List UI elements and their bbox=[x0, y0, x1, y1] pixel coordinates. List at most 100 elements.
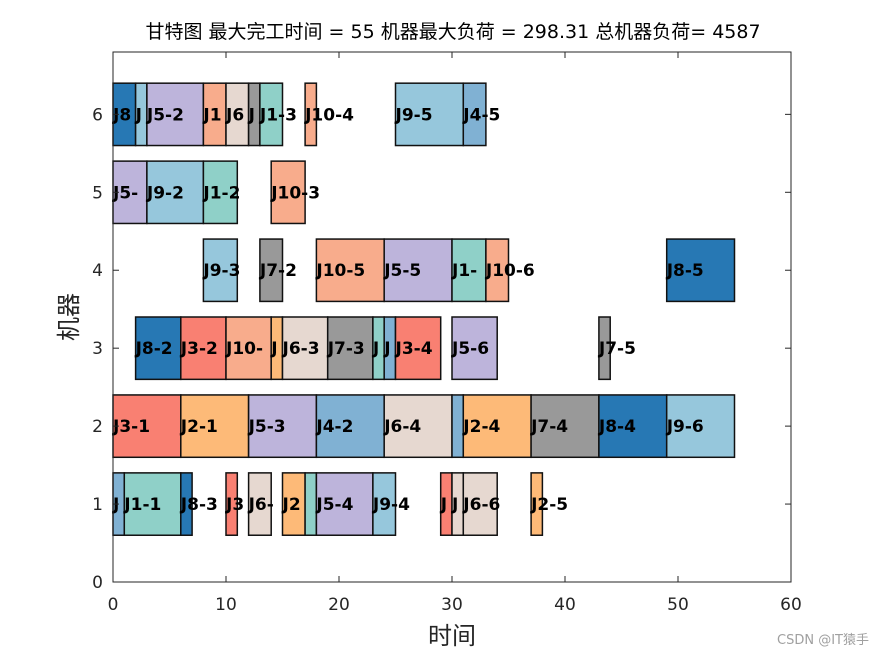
task-bar bbox=[530, 394, 600, 459]
task-label: J4-2 bbox=[315, 417, 353, 437]
task-label: J bbox=[451, 495, 458, 515]
task-label: J5-4 bbox=[315, 495, 353, 515]
x-tick-label: 30 bbox=[441, 595, 463, 615]
task-label: J bbox=[112, 495, 119, 515]
x-axis-title: 时间 bbox=[428, 622, 476, 650]
task-bar bbox=[462, 394, 532, 459]
task-label: J6-3 bbox=[282, 339, 320, 359]
task-bar bbox=[304, 82, 318, 147]
task-label: J5- bbox=[112, 183, 138, 203]
task-label: J9-4 bbox=[372, 495, 410, 515]
task-bar bbox=[259, 82, 284, 147]
task-label: J10- bbox=[225, 339, 263, 359]
task-bar bbox=[202, 238, 239, 303]
task-bar bbox=[485, 238, 510, 303]
task-bar bbox=[462, 472, 498, 536]
task-label: J8 bbox=[112, 105, 131, 125]
task-bar bbox=[394, 316, 442, 381]
task-label: J bbox=[135, 105, 142, 125]
task-label: J7-4 bbox=[530, 417, 568, 437]
task-label: J3-2 bbox=[180, 339, 218, 359]
task-bar bbox=[270, 160, 306, 225]
y-axis-title: 机器 bbox=[55, 293, 83, 341]
task-label: J5-6 bbox=[451, 339, 489, 359]
task-bar bbox=[112, 394, 182, 459]
task-label: J bbox=[248, 105, 255, 125]
task-label: J6 bbox=[225, 105, 244, 125]
task-label: J1-1 bbox=[123, 495, 161, 515]
x-tick-label: 0 bbox=[108, 595, 119, 615]
gantt-bars: J J1-1 J8-3 J3 J6- J2 J5-4 J9-4 J J J6-6 J2-5J3-1 J2… bbox=[112, 82, 736, 536]
task-label: J6-6 bbox=[462, 495, 500, 515]
y-tick-label: 2 bbox=[92, 417, 103, 437]
task-bar bbox=[281, 316, 329, 381]
task-label: J10-6 bbox=[485, 261, 535, 281]
task-label: J5-5 bbox=[383, 261, 421, 281]
task-bar bbox=[462, 82, 487, 147]
y-tick-label: 0 bbox=[92, 573, 103, 593]
task-label: J10-5 bbox=[315, 261, 365, 281]
task-label: J6-4 bbox=[383, 417, 421, 437]
task-label: J9-2 bbox=[146, 183, 184, 203]
task-bar bbox=[665, 238, 736, 303]
task-label: J bbox=[270, 339, 277, 359]
y-tick-label: 5 bbox=[92, 183, 103, 203]
task-bar bbox=[451, 238, 487, 303]
task-label: J1 bbox=[202, 105, 221, 125]
task-bar bbox=[451, 394, 465, 459]
task-label: J2 bbox=[282, 495, 301, 515]
task-label: J9-5 bbox=[395, 105, 433, 125]
task-label: J7-2 bbox=[259, 261, 297, 281]
task-label: J8-5 bbox=[666, 261, 704, 281]
task-bar bbox=[225, 472, 239, 536]
y-tick-label: 4 bbox=[92, 261, 103, 281]
task-label: J8-2 bbox=[135, 339, 173, 359]
chart-title: 甘特图 最大完工时间 = 55 机器最大负荷 = 298.31 总机器负荷= 4… bbox=[145, 21, 760, 43]
task-label: J2-4 bbox=[462, 417, 500, 437]
task-label: J9-6 bbox=[666, 417, 704, 437]
task-bar bbox=[180, 472, 193, 536]
task-bar bbox=[247, 472, 272, 536]
task-bar bbox=[598, 394, 668, 459]
task-bar bbox=[383, 394, 453, 459]
task-label: J1-2 bbox=[202, 183, 240, 203]
task-label: J1- bbox=[451, 261, 477, 281]
task-label: J8-3 bbox=[180, 495, 218, 515]
task-bar bbox=[304, 472, 318, 536]
task-label: J5-3 bbox=[248, 417, 286, 437]
x-tick-label: 40 bbox=[554, 595, 576, 615]
task-label: J10-4 bbox=[304, 105, 354, 125]
x-tick-label: 50 bbox=[667, 595, 689, 615]
task-label: J3-1 bbox=[112, 417, 150, 437]
task-bar bbox=[146, 82, 205, 147]
task-label: J10-3 bbox=[270, 183, 320, 203]
y-tick-label: 1 bbox=[92, 495, 103, 515]
task-bar bbox=[180, 316, 227, 381]
task-label: J9-3 bbox=[202, 261, 240, 281]
task-label: J2-5 bbox=[530, 495, 568, 515]
task-bar bbox=[372, 472, 397, 536]
task-label: J bbox=[383, 339, 390, 359]
task-label: J2-1 bbox=[180, 417, 218, 437]
task-label: J4-5 bbox=[462, 105, 500, 125]
y-axis: 0 1 2 3 4 5 6 bbox=[92, 105, 791, 593]
task-label: J6- bbox=[248, 495, 274, 515]
task-bar bbox=[315, 238, 385, 303]
task-bar bbox=[247, 394, 318, 459]
task-label: J bbox=[440, 495, 447, 515]
y-tick-label: 3 bbox=[92, 339, 103, 359]
task-bar bbox=[665, 394, 736, 459]
x-tick-label: 10 bbox=[215, 595, 237, 615]
watermark: CSDN @IT猿手 bbox=[777, 633, 869, 648]
task-bar bbox=[451, 316, 498, 381]
task-label: J7-3 bbox=[327, 339, 365, 359]
task-bar bbox=[315, 394, 385, 459]
task-label: J8-4 bbox=[598, 417, 636, 437]
x-tick-label: 60 bbox=[780, 595, 802, 615]
task-label: J3 bbox=[225, 495, 244, 515]
x-axis: 0 10 20 30 40 50 60 bbox=[108, 52, 802, 615]
task-label: J7-5 bbox=[598, 339, 636, 359]
task-bar bbox=[202, 160, 239, 225]
task-bar bbox=[180, 394, 250, 459]
